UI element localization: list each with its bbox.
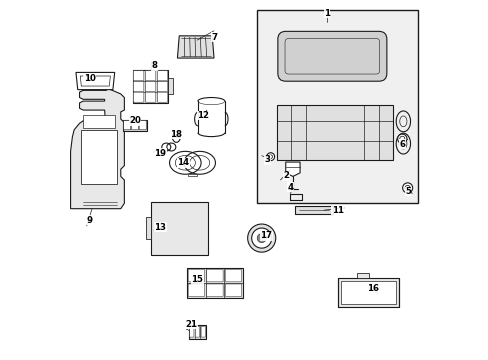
FancyBboxPatch shape: [133, 81, 143, 91]
FancyBboxPatch shape: [145, 92, 156, 102]
Polygon shape: [276, 105, 392, 160]
FancyBboxPatch shape: [225, 269, 241, 282]
Polygon shape: [295, 206, 332, 214]
Text: 14: 14: [177, 158, 189, 167]
Text: 9: 9: [86, 216, 92, 225]
FancyBboxPatch shape: [206, 269, 223, 282]
Text: 3: 3: [264, 156, 270, 165]
FancyBboxPatch shape: [131, 121, 138, 130]
Polygon shape: [123, 120, 146, 131]
Text: 20: 20: [129, 116, 141, 125]
FancyBboxPatch shape: [195, 326, 199, 337]
Circle shape: [199, 244, 204, 249]
FancyBboxPatch shape: [139, 121, 146, 130]
Polygon shape: [188, 325, 206, 338]
Text: 18: 18: [169, 130, 181, 139]
Polygon shape: [168, 78, 172, 94]
Text: 2: 2: [283, 171, 289, 180]
Circle shape: [402, 183, 412, 193]
Text: 12: 12: [197, 111, 209, 120]
Text: 5: 5: [404, 187, 410, 196]
FancyBboxPatch shape: [133, 71, 143, 81]
FancyBboxPatch shape: [157, 92, 167, 102]
Polygon shape: [81, 130, 117, 184]
Polygon shape: [341, 281, 395, 305]
Text: 4: 4: [287, 183, 293, 192]
Text: 1: 1: [324, 9, 329, 18]
FancyBboxPatch shape: [123, 121, 130, 130]
Polygon shape: [150, 202, 207, 255]
Circle shape: [153, 244, 159, 249]
Text: 19: 19: [154, 149, 166, 158]
Polygon shape: [146, 217, 150, 239]
Circle shape: [199, 207, 204, 212]
Circle shape: [79, 172, 88, 181]
FancyBboxPatch shape: [201, 326, 205, 337]
Circle shape: [257, 234, 265, 243]
Text: 8: 8: [151, 62, 157, 71]
Circle shape: [251, 228, 271, 248]
Text: 13: 13: [154, 223, 166, 232]
Circle shape: [268, 155, 272, 158]
Circle shape: [266, 153, 274, 161]
Circle shape: [405, 185, 409, 190]
Polygon shape: [76, 72, 115, 90]
Text: 16: 16: [366, 284, 378, 293]
Polygon shape: [83, 116, 115, 128]
Bar: [257, 10, 418, 203]
Text: 21: 21: [185, 320, 197, 329]
Circle shape: [153, 207, 159, 212]
FancyBboxPatch shape: [157, 71, 167, 81]
FancyBboxPatch shape: [188, 269, 204, 282]
FancyBboxPatch shape: [206, 284, 223, 297]
Circle shape: [397, 134, 406, 143]
FancyBboxPatch shape: [145, 71, 156, 81]
Text: 10: 10: [83, 75, 95, 84]
Polygon shape: [187, 268, 242, 298]
Polygon shape: [356, 273, 368, 278]
FancyBboxPatch shape: [133, 92, 143, 102]
Polygon shape: [188, 174, 196, 176]
Polygon shape: [285, 162, 300, 176]
FancyBboxPatch shape: [225, 284, 241, 297]
Text: 11: 11: [331, 206, 343, 215]
Text: 6: 6: [399, 140, 405, 149]
Circle shape: [81, 174, 86, 179]
FancyBboxPatch shape: [145, 81, 156, 91]
Polygon shape: [132, 70, 168, 103]
FancyBboxPatch shape: [277, 31, 386, 81]
Polygon shape: [70, 87, 124, 209]
FancyBboxPatch shape: [189, 326, 194, 337]
Circle shape: [80, 123, 86, 131]
Text: 15: 15: [191, 275, 203, 284]
Polygon shape: [338, 278, 398, 307]
Text: 17: 17: [260, 231, 271, 240]
Text: 7: 7: [210, 33, 217, 42]
Circle shape: [247, 224, 275, 252]
FancyBboxPatch shape: [188, 284, 204, 297]
Circle shape: [399, 136, 404, 141]
Polygon shape: [177, 36, 214, 58]
FancyBboxPatch shape: [157, 81, 167, 91]
